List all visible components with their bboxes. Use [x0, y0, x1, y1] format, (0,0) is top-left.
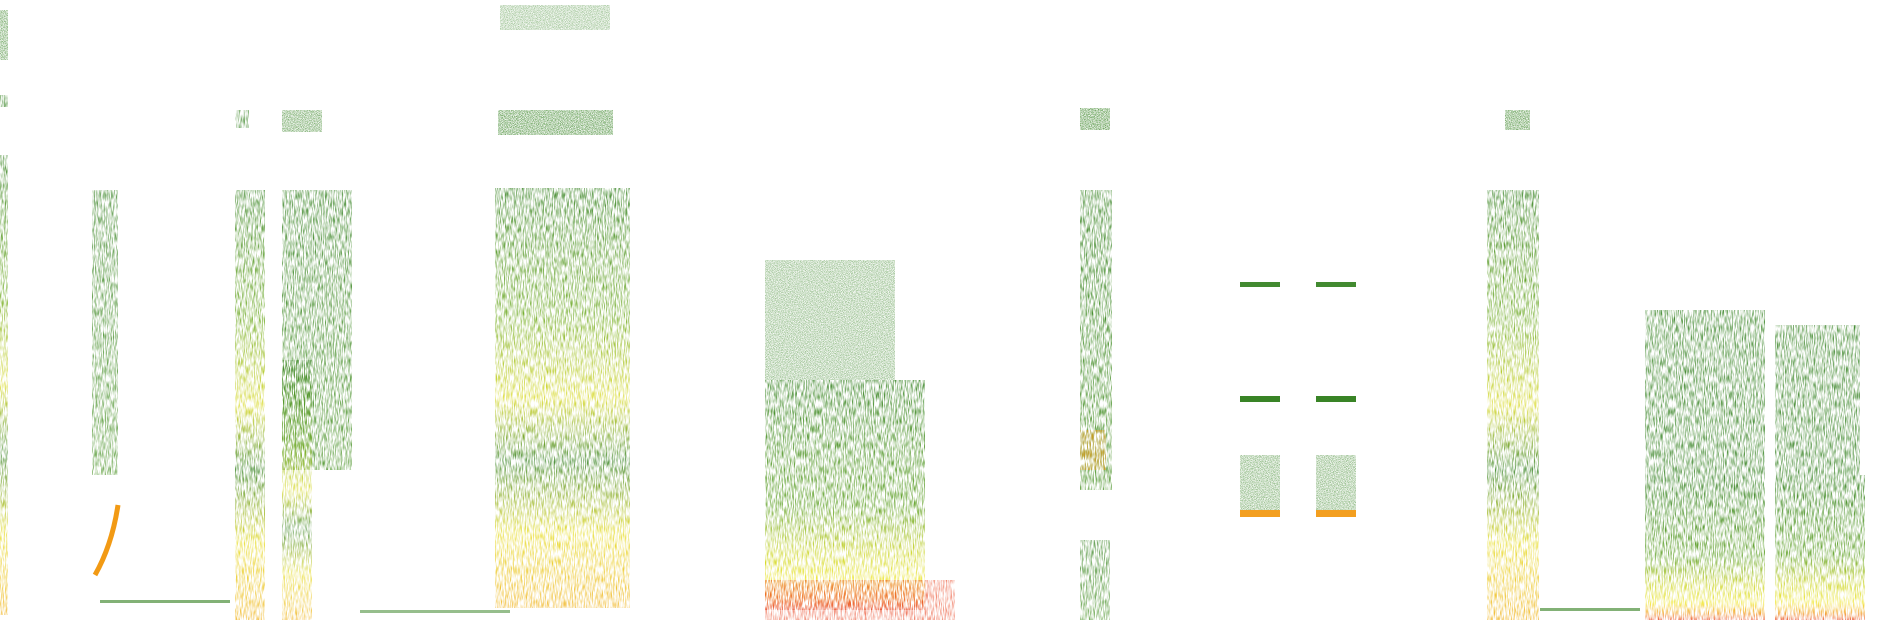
segment-a [0, 10, 8, 615]
segment-i [1316, 282, 1356, 517]
segment-h [1240, 282, 1280, 517]
tone-line [1240, 396, 1280, 402]
spectral-patch [765, 260, 895, 380]
spectral-patch [498, 110, 613, 135]
segment-b [92, 190, 230, 603]
tone-line [1240, 282, 1280, 287]
spectral-patch [765, 580, 955, 620]
spectral-patch [92, 190, 118, 475]
tonal-sweep [92, 504, 121, 577]
baseline-trace [1540, 608, 1640, 611]
spectral-patch [1080, 540, 1110, 620]
segment-e [360, 5, 630, 613]
segment-j [1487, 110, 1640, 620]
spectral-patch [235, 110, 249, 128]
spectral-patch [0, 95, 8, 107]
spectral-patch [1240, 455, 1280, 510]
spectral-patch [0, 10, 8, 60]
spectral-patch [1487, 190, 1539, 620]
tone-line [1316, 396, 1356, 402]
spectral-patch [495, 188, 630, 608]
spectral-patch [1080, 430, 1106, 470]
spectral-patch [1645, 310, 1765, 480]
spectral-patch [1080, 108, 1110, 130]
spectral-patch [282, 110, 322, 132]
spectral-patch [1775, 325, 1860, 475]
spectral-patch [0, 155, 8, 615]
segment-d [282, 110, 352, 620]
tone-line [1240, 510, 1280, 517]
spectral-patch [1645, 480, 1765, 620]
spectral-patch [1505, 110, 1530, 130]
spectrogram-segments [0, 5, 1865, 620]
segment-g [1080, 108, 1112, 620]
spectral-patch [500, 5, 610, 30]
tone-line [1316, 510, 1356, 517]
spectral-patch [765, 380, 925, 610]
segment-c [235, 110, 265, 620]
baseline-trace [100, 600, 230, 603]
segment-k [1645, 310, 1765, 620]
baseline-trace [360, 610, 510, 613]
segment-l [1775, 325, 1865, 620]
spectral-patch [235, 190, 265, 620]
spectral-patch [1775, 475, 1865, 620]
spectral-patch [282, 360, 312, 620]
spectral-patch [1316, 455, 1356, 510]
tone-line [1316, 282, 1356, 287]
segment-f [765, 260, 955, 620]
